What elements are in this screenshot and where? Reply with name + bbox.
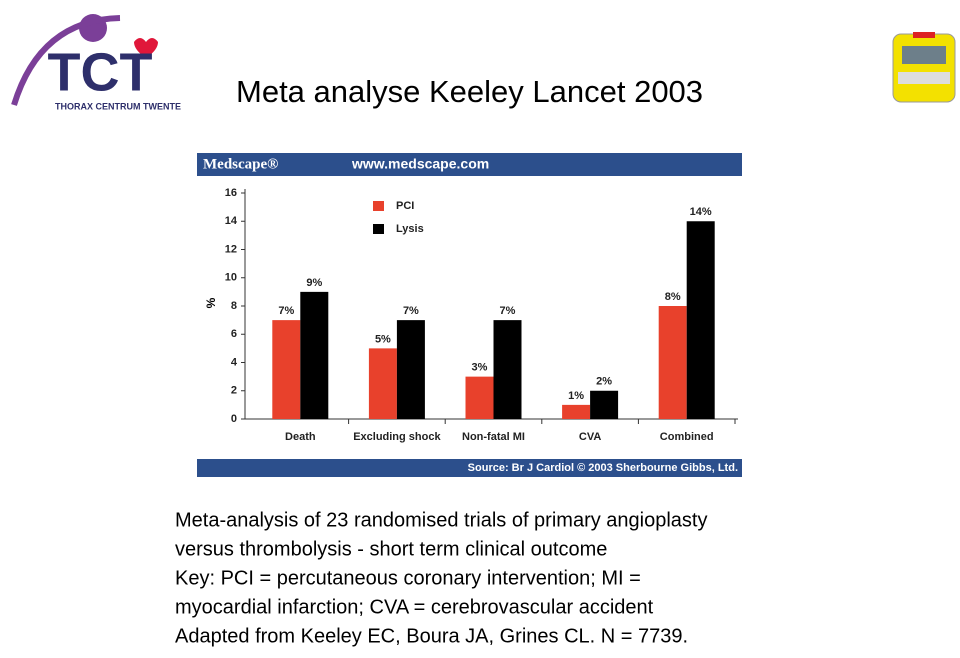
y-tick-label: 10 xyxy=(225,272,237,284)
logo-letters: TCT xyxy=(48,42,153,102)
y-tick-label: 2 xyxy=(231,385,237,397)
bar xyxy=(562,404,591,419)
logo-heart xyxy=(134,38,158,58)
bar xyxy=(590,390,619,419)
chart-footer xyxy=(197,459,742,477)
value-label: 5% xyxy=(375,333,391,345)
logo-arc xyxy=(11,15,121,106)
caption: Meta-analysis of 23 randomised trials of… xyxy=(175,509,707,647)
y-tick-label: 16 xyxy=(225,187,237,199)
ambulance-icon xyxy=(892,32,956,103)
value-label: 2% xyxy=(596,376,612,388)
bar xyxy=(686,221,715,419)
value-label: 7% xyxy=(278,305,294,317)
x-tick-label: CVA xyxy=(579,431,601,443)
y-tick-label: 6 xyxy=(231,328,237,340)
chart-header xyxy=(197,153,742,176)
value-label: 3% xyxy=(472,362,488,374)
y-tick-label: 8 xyxy=(231,300,237,312)
value-label: 9% xyxy=(306,277,322,289)
legend-label: Lysis xyxy=(396,223,424,235)
bar xyxy=(300,291,329,419)
caption-line: myocardial infarction; CVA = cerebrovasc… xyxy=(175,596,654,618)
logo-subtitle: THORAX CENTRUM TWENTE xyxy=(55,101,181,111)
caption-line: Key: PCI = percutaneous coronary interve… xyxy=(175,567,641,589)
legend-swatch xyxy=(373,224,384,234)
x-tick-label: Non-fatal MI xyxy=(462,431,525,443)
bar xyxy=(465,376,494,419)
value-label: 7% xyxy=(500,305,516,317)
value-label: 14% xyxy=(690,206,712,218)
url: www.medscape.com xyxy=(351,156,489,172)
brand: Medscape® xyxy=(203,156,278,172)
bar xyxy=(658,306,687,419)
caption-line: versus thrombolysis - short term clinica… xyxy=(175,538,607,560)
bar xyxy=(272,320,301,419)
value-label: 1% xyxy=(568,390,584,402)
y-axis-label: % xyxy=(204,297,218,308)
slide-title: Meta analyse Keeley Lancet 2003 xyxy=(236,74,703,109)
chart-panel xyxy=(197,153,742,477)
value-label: 7% xyxy=(403,305,419,317)
source: Source: Br J Cardiol © 2003 Sherbourne G… xyxy=(468,462,738,474)
legend-swatch xyxy=(373,201,384,211)
value-label: 8% xyxy=(665,291,681,303)
bar xyxy=(493,320,522,419)
x-tick-label: Excluding shock xyxy=(353,431,441,443)
bar xyxy=(396,320,425,419)
x-tick-label: Combined xyxy=(660,431,714,443)
caption-line: Adapted from Keeley EC, Boura JA, Grines… xyxy=(175,625,688,647)
legend-label: PCI xyxy=(396,200,414,212)
y-tick-label: 4 xyxy=(231,356,238,368)
bar xyxy=(368,348,397,419)
caption-line: Meta-analysis of 23 randomised trials of… xyxy=(175,509,707,531)
y-tick-label: 14 xyxy=(225,215,238,227)
y-tick-label: 12 xyxy=(225,243,237,255)
x-tick-label: Death xyxy=(285,431,316,443)
y-tick-label: 0 xyxy=(231,413,237,425)
